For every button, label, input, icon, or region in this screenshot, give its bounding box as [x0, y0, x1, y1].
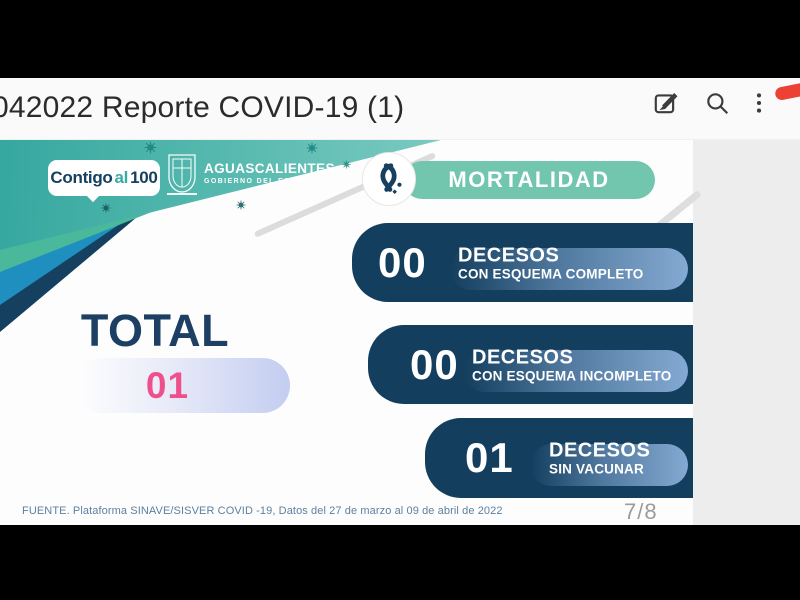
section-title-pill: MORTALIDAD: [403, 161, 655, 199]
stat-labels: DECESOS CON ESQUEMA COMPLETO: [458, 244, 644, 282]
stat-label: DECESOS: [549, 439, 651, 462]
stat-label: DECESOS: [472, 345, 574, 368]
titlebar: 042022 Reporte COVID-19 (1): [0, 78, 800, 140]
stat-labels: DECESOS SIN VACUNAR: [549, 439, 650, 477]
edit-button[interactable]: [650, 88, 680, 118]
virus-icon: [342, 160, 351, 169]
virus-icon: [236, 200, 246, 210]
stat-gradient-pill: [464, 350, 688, 392]
stat-gradient-pill: [450, 248, 688, 290]
stat-sublabel: CON ESQUEMA COMPLETO: [458, 266, 644, 282]
search-icon: [707, 93, 729, 115]
total-label: TOTAL: [80, 305, 230, 356]
stat-sublabel: SIN VACUNAR: [549, 461, 644, 477]
total-pill: 01: [73, 358, 290, 413]
virus-icon: [306, 142, 318, 154]
state-seal-icon: [167, 154, 197, 195]
virus-icon: [144, 141, 157, 154]
stat-sublabel: CON ESQUEMA INCOMPLETO: [472, 368, 672, 384]
stat-value: 01: [465, 434, 514, 481]
virus-icon: [101, 203, 111, 213]
page-indicator: 7/8: [624, 499, 658, 524]
search-button[interactable]: [702, 88, 732, 118]
gov-logo-text: AGUASCALIENTES GOBIERNO DEL ESTADO: [204, 161, 335, 186]
stat-labels: DECESOS CON ESQUEMA INCOMPLETO: [472, 346, 671, 384]
edit-icon: [654, 92, 678, 114]
bottom-black-bar: [0, 525, 800, 600]
awareness-ribbon-icon: [380, 163, 402, 195]
stat-value: 00: [378, 238, 427, 286]
document-title: 042022 Reporte COVID-19 (1): [0, 91, 405, 124]
stat-value: 00: [410, 340, 459, 388]
ribbon-badge: [362, 152, 416, 206]
contigo-logo-text: 100: [130, 168, 158, 187]
contigo-al-100-logo: Contigo al 100: [48, 160, 160, 196]
contigo-logo-text: al: [114, 168, 129, 187]
gov-name: AGUASCALIENTES: [204, 161, 335, 176]
source-note: FUENTE. Plataforma SINAVE/SISVER COVID -…: [22, 505, 503, 517]
viewer-margin: [693, 140, 800, 525]
stat-card-esquema-completo: 00 DECESOS CON ESQUEMA COMPLETO: [352, 223, 693, 302]
contigo-logo-text: Contigo: [50, 168, 113, 187]
stat-gradient-pill: [530, 444, 688, 486]
top-black-bar: [0, 0, 800, 78]
total-value: 01: [145, 364, 190, 406]
stat-card-esquema-incompleto: 00 DECESOS CON ESQUEMA INCOMPLETO: [368, 325, 693, 404]
gov-subtitle: GOBIERNO DEL ESTADO: [204, 177, 316, 185]
kebab-menu-icon: [756, 93, 762, 113]
stat-card-sin-vacunar: 01 DECESOS SIN VACUNAR: [425, 418, 693, 498]
stat-label: DECESOS: [458, 243, 560, 266]
more-options-button[interactable]: [744, 88, 774, 118]
